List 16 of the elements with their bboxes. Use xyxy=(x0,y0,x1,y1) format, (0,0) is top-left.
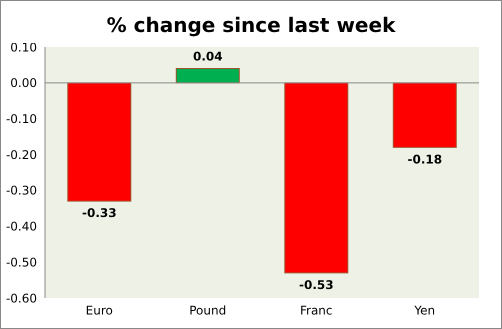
data-label: 0.04 xyxy=(192,50,223,64)
y-tick-label: -0.20 xyxy=(6,148,37,162)
chart-title: % change since last week xyxy=(106,13,396,37)
y-tick-label: 0.00 xyxy=(10,76,37,90)
y-tick-label: -0.30 xyxy=(6,184,37,198)
y-tick-label: -0.40 xyxy=(6,220,37,234)
y-tick-label: -0.10 xyxy=(6,112,37,126)
x-tick-label: Pound xyxy=(189,304,226,318)
x-tick-label: Yen xyxy=(413,304,436,318)
x-tick-label: Euro xyxy=(86,304,113,318)
y-tick-label: -0.60 xyxy=(6,291,37,306)
x-tick-label: Franc xyxy=(300,304,333,318)
data-label: -0.53 xyxy=(298,278,334,292)
y-tick-label: -0.50 xyxy=(6,255,37,270)
data-label: -0.18 xyxy=(407,152,442,166)
data-label: -0.33 xyxy=(82,206,117,220)
